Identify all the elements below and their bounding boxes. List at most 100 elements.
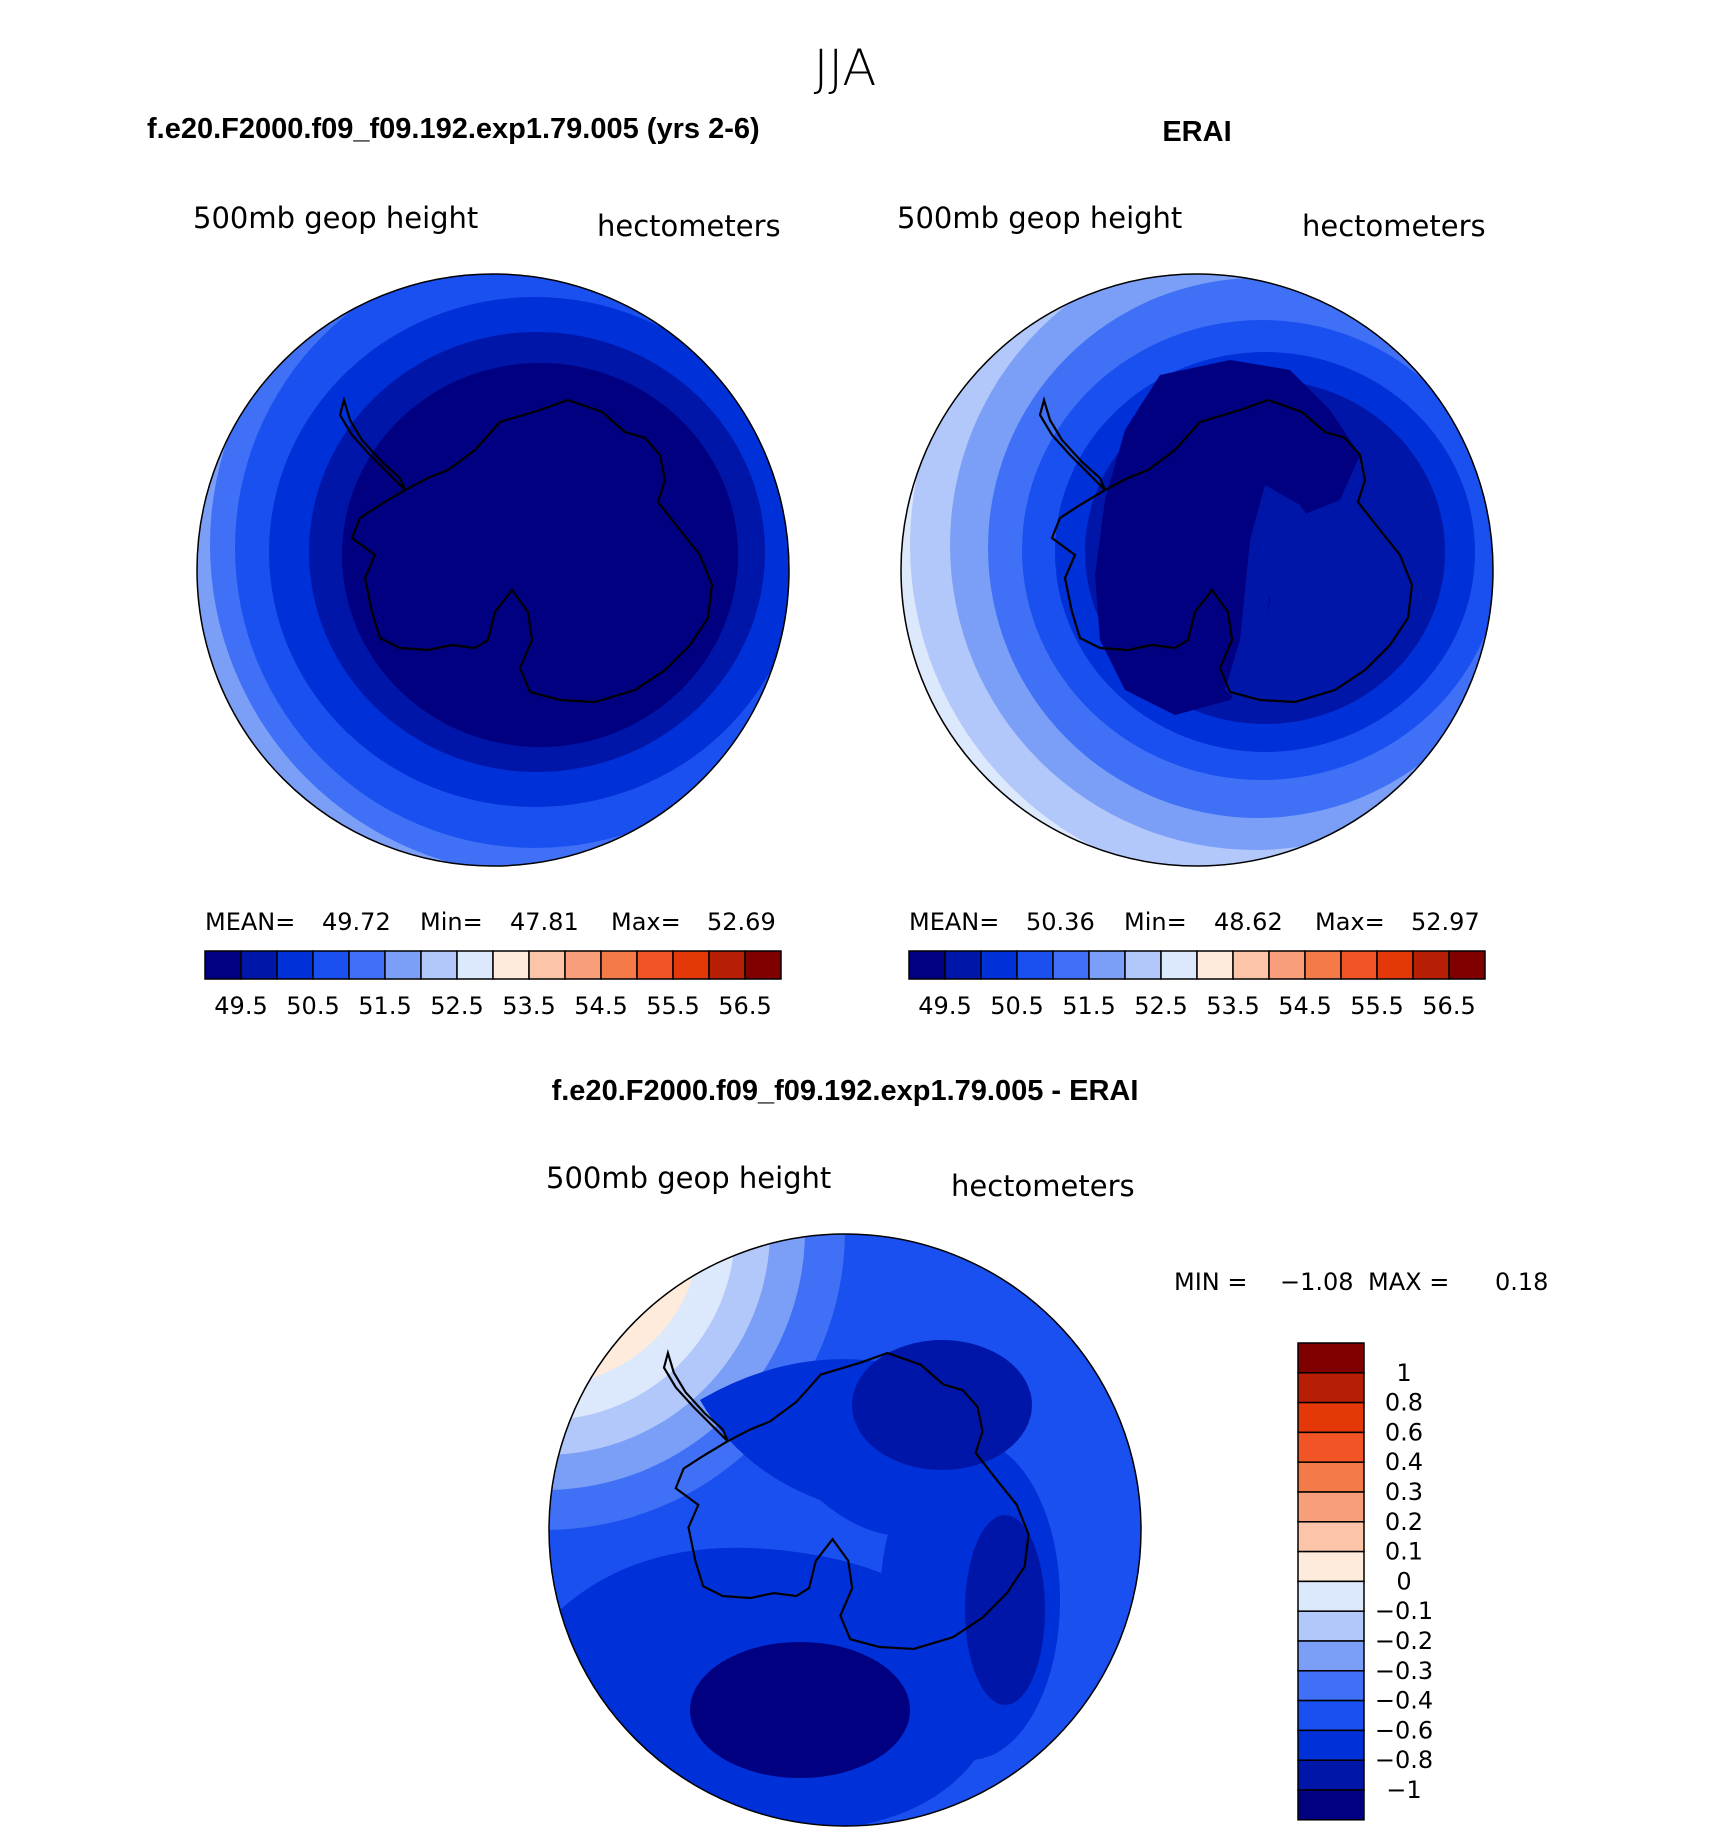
panel-left-colorbar-cell [600, 950, 638, 980]
panel-diff-max-label: MAX = [1368, 1268, 1449, 1296]
panel-diff-colorbar-cell [1297, 1610, 1365, 1642]
panel-diff-colorbar-label: −0.4 [1375, 1687, 1433, 1715]
panel-left-colorbar-cell [384, 950, 422, 980]
panel-left-mean-value: 49.72 [322, 908, 391, 936]
panel-diff-field-label: 500mb geop height [546, 1161, 831, 1195]
panel-right-units-label: hectometers [1302, 209, 1486, 243]
panel-diff-colorbar-cell [1297, 1372, 1365, 1404]
panel-right-colorbar-label: 54.5 [1278, 992, 1331, 1020]
panel-diff-colorbar: 10.80.60.40.30.20.10−0.1−0.2−0.3−0.4−0.6… [1297, 1342, 1433, 1821]
panel-right-colorbar-cell [1232, 950, 1270, 980]
panel-diff-colorbar-label: −0.3 [1375, 1657, 1433, 1685]
panel-right-map [900, 273, 1494, 867]
panel-right-stats: MEAN= 50.36 Min= 48.62 Max= 52.97 [909, 908, 1480, 936]
panel-right-colorbar-label: 49.5 [918, 992, 971, 1020]
panel-left-colorbar-cell [636, 950, 674, 980]
panel-diff-colorbar-label: 0.4 [1385, 1448, 1423, 1476]
panel-left-stats: MEAN= 49.72 Min= 47.81 Max= 52.69 [205, 908, 776, 936]
panel-right-colorbar-cell [1376, 950, 1414, 980]
panel-right-mean-value: 50.36 [1026, 908, 1095, 936]
panel-diff-colorbar-cell [1297, 1521, 1365, 1553]
panel-right-colorbar-label: 51.5 [1062, 992, 1115, 1020]
panel-left-min-value: 47.81 [510, 908, 579, 936]
panel-right-colorbar-cell [1340, 950, 1378, 980]
panel-left-colorbar-cell [744, 950, 782, 980]
panel-diff-colorbar-cell [1297, 1640, 1365, 1672]
panel-right-colorbar-label: 55.5 [1350, 992, 1403, 1020]
panel-diff-map [548, 1233, 1142, 1827]
panel-left-colorbar-cell [240, 950, 278, 980]
panel-diff-colorbar-cell [1297, 1670, 1365, 1702]
panel-diff-colorbar-cell [1297, 1342, 1365, 1374]
panel-diff-colorbar-label: 0.8 [1385, 1389, 1423, 1417]
panel-diff-colorbar-cell [1297, 1729, 1365, 1761]
panel-left-max-value: 52.69 [707, 908, 776, 936]
panel-left-colorbar-label: 51.5 [358, 992, 411, 1020]
panel-left-colorbar-cell [564, 950, 602, 980]
panel-right-colorbar-cell [980, 950, 1018, 980]
panel-right-colorbar-cell [1052, 950, 1090, 980]
panel-right-colorbar-cell [1016, 950, 1054, 980]
panel-diff-min-value: −1.08 [1280, 1268, 1354, 1296]
panel-left-colorbar-cell [456, 950, 494, 980]
panel-diff-colorbar-cell [1297, 1431, 1365, 1463]
panel-diff-colorbar-cell [1297, 1550, 1365, 1583]
panel-left-map-outline [196, 273, 790, 867]
panel-diff-colorbar-cell [1297, 1461, 1365, 1493]
panel-right-title: ERAI [1162, 116, 1231, 148]
panel-right-map-outline [900, 273, 1494, 867]
panel-left-colorbar-cell [276, 950, 314, 980]
panel-right-colorbar-cell [1124, 950, 1162, 980]
panel-left-colorbar-cell [528, 950, 566, 980]
panel-diff-colorbar-label: −0.8 [1375, 1746, 1433, 1774]
panel-left-colorbar-cell [420, 950, 458, 980]
panel-right-colorbar-cell [1196, 950, 1234, 980]
panel-right-min-label: Min= [1124, 908, 1187, 936]
panel-left-colorbar-cell [672, 950, 710, 980]
panel-diff-stats: MIN = −1.08 MAX = 0.18 [1174, 1268, 1548, 1296]
panel-diff-colorbar-label: −0.2 [1375, 1627, 1433, 1655]
panel-left-colorbar-label: 50.5 [286, 992, 339, 1020]
panel-right-colorbar-label: 50.5 [990, 992, 1043, 1020]
panel-left-colorbar-cell [348, 950, 386, 980]
panel-right-colorbar-cell [1088, 950, 1126, 980]
panel-diff-colorbar-cell [1297, 1401, 1365, 1434]
panel-left-units-label: hectometers [597, 209, 781, 243]
panel-diff-colorbar-cell [1297, 1789, 1365, 1821]
season-title: JJA [814, 39, 877, 97]
panel-diff-colorbar-label: 0.3 [1385, 1478, 1423, 1506]
panel-left-colorbar-cell [312, 950, 350, 980]
panel-diff-colorbar-label: −1 [1386, 1776, 1421, 1804]
panel-diff-colorbar-label: 1 [1396, 1359, 1411, 1387]
panel-right-min-value: 48.62 [1214, 908, 1283, 936]
panel-left-mean-label: MEAN= [205, 908, 295, 936]
panel-diff-title: f.e20.F2000.f09_f09.192.exp1.79.005 - ER… [552, 1075, 1139, 1107]
panel-right-colorbar-label: 52.5 [1134, 992, 1187, 1020]
panel-right-colorbar-label: 53.5 [1206, 992, 1259, 1020]
panel-diff-colorbar-cell [1297, 1759, 1365, 1791]
panel-diff-colorbar-label: 0.6 [1385, 1418, 1423, 1446]
panel-diff-min-label: MIN = [1174, 1268, 1247, 1296]
panel-diff-colorbar-label: 0.1 [1385, 1538, 1423, 1566]
panel-right-colorbar-cell [1160, 950, 1198, 980]
panel-left-map [196, 273, 790, 867]
panel-right-max-value: 52.97 [1411, 908, 1480, 936]
panel-right-colorbar-label: 56.5 [1422, 992, 1475, 1020]
panel-left-colorbar-label: 55.5 [646, 992, 699, 1020]
panel-left-colorbar-label: 54.5 [574, 992, 627, 1020]
panel-left-colorbar-cell [492, 950, 530, 980]
panel-left-colorbar-cell [204, 950, 242, 980]
panel-left-title: f.e20.F2000.f09_f09.192.exp1.79.005 (yrs… [147, 113, 760, 145]
panel-left-colorbar-cell [708, 950, 746, 980]
panel-diff-max-value: 0.18 [1495, 1268, 1548, 1296]
panel-left-field-label: 500mb geop height [193, 201, 478, 235]
panel-right-colorbar-cell [1412, 950, 1450, 980]
panel-left-colorbar-label: 52.5 [430, 992, 483, 1020]
panel-left-min-label: Min= [420, 908, 483, 936]
panel-left-colorbar-label: 56.5 [718, 992, 771, 1020]
panel-diff-colorbar-label: 0.2 [1385, 1508, 1423, 1536]
panel-left-max-label: Max= [611, 908, 681, 936]
panel-diff-colorbar-cell [1297, 1491, 1365, 1523]
panel-left-colorbar-label: 49.5 [214, 992, 267, 1020]
